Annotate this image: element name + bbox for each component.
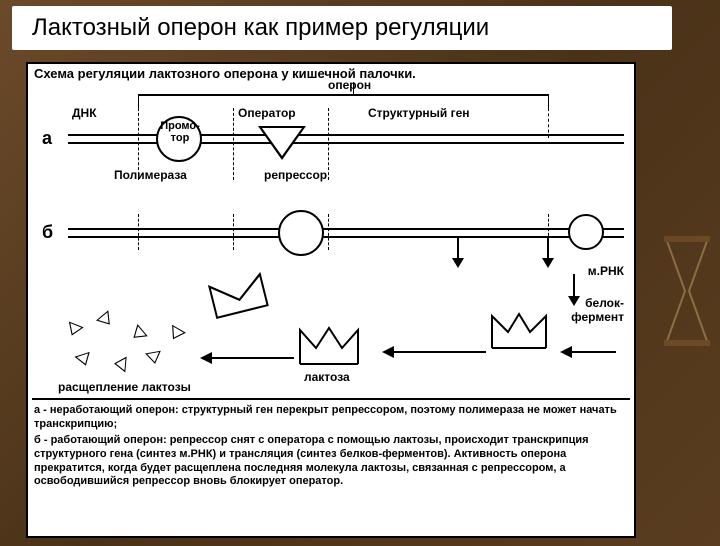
dna-b-top [68,228,624,230]
enzyme-crown [488,308,550,352]
arrow-down-1 [448,238,468,268]
caption-b: б - работающий оперон: репрессор снят с … [34,434,628,489]
div-b-2 [233,214,234,250]
row-a-letter: а [42,128,52,149]
repressor-label: репрессор [264,168,327,182]
operator-label: Оператор [238,106,296,120]
lactose-crown [296,322,362,368]
caption-divider [32,398,630,400]
mrna-label: м.РНК [588,264,624,278]
fragment-6 [145,351,163,366]
div-b-3 [328,214,329,250]
arrow-down-3 [564,274,584,308]
operon-label: оперон [328,78,371,92]
slide-title: Лактозный оперон как пример регуляции [12,6,672,50]
polymerase-label: Полимераза [114,168,187,182]
fragment-1 [64,321,83,338]
fragment-3 [128,324,147,344]
struct-gene-label: Структурный ген [368,106,470,120]
dna-a-bot [68,142,624,144]
dna-a-top [68,134,624,136]
cleavage-label: расщепление лактозы [58,380,191,394]
fragment-5 [113,356,126,373]
repressor-a [258,126,306,160]
fragment-7 [166,325,186,343]
row-b-letter: б [42,222,53,243]
arrow-left-2 [558,342,618,362]
arrow-down-2 [538,238,558,268]
fragment-2 [96,310,116,329]
caption-a: а - неработающий оперон: структурный ген… [34,404,628,432]
div-a-3 [328,108,329,180]
mrna-exit [568,214,604,250]
div-a-2 [233,108,234,180]
bracket-right [548,94,549,108]
hourglass-decoration [662,236,712,346]
arrow-left-3 [196,348,296,368]
div-b-1 [138,214,139,250]
bracket-stem [353,82,354,94]
promoter-label: Промо- тор [154,120,206,144]
operon-bracket [138,94,548,96]
repressor-released [204,265,273,322]
fragment-4 [75,352,94,368]
div-a-4 [548,108,549,138]
arrow-left-1 [378,342,488,362]
operon-diagram: Схема регуляции лактозного оперона у киш… [26,62,636,538]
polymerase-b [278,210,324,256]
lactose-label: лактоза [304,370,350,384]
bracket-left [138,94,139,108]
dna-label: ДНК [72,106,97,120]
